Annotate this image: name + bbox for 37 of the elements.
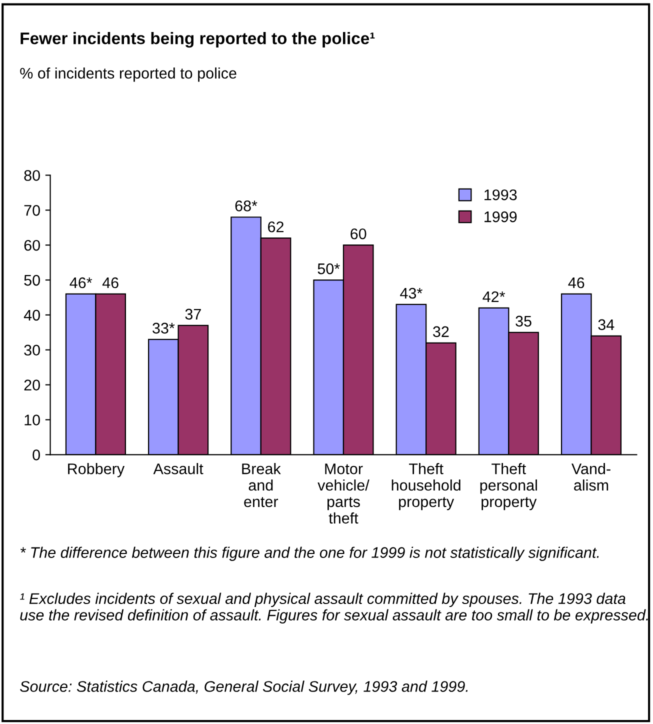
- data-label: 37: [185, 308, 201, 320]
- x-tick-label: Theft personal property: [480, 463, 537, 510]
- chart-title: Fewer incidents being reported to the police¹: [20, 32, 375, 48]
- y-tick-label: 80: [24, 170, 40, 181]
- data-label: 46: [568, 277, 584, 288]
- y-tick-label: 10: [24, 414, 40, 426]
- data-label: 46: [102, 277, 118, 288]
- data-label: 68*: [235, 200, 258, 212]
- data-label: 43*: [400, 288, 422, 299]
- x-tick-label: Theft household property: [392, 463, 460, 510]
- y-tick-label: 0: [32, 450, 40, 460]
- data-label: 60: [350, 228, 366, 240]
- x-tick-label: Vand- alism: [572, 463, 610, 491]
- source-note: Source: Statistics Canada, General Social Survey, 1993 and 1999.: [20, 680, 468, 695]
- data-label: 34: [598, 319, 614, 330]
- x-tick-label: Break and enter: [242, 463, 281, 508]
- data-label: 50*: [318, 263, 340, 274]
- x-tick-label: Motor vehicle/ parts theft: [318, 464, 370, 524]
- y-tick-label: 60: [24, 240, 40, 251]
- y-tick-label: 40: [24, 310, 40, 321]
- y-tick-label: 70: [24, 205, 40, 216]
- text: * The difference between this figure and the one for 1999 is not statistically significant.: [20, 546, 599, 561]
- y-tick-label: 30: [24, 344, 40, 356]
- chart-subtitle: % of incidents reported to police: [20, 67, 236, 82]
- data-label: 33*: [152, 322, 175, 334]
- legend-label: 1993: [484, 189, 517, 200]
- legend-label: 1999: [484, 211, 517, 222]
- data-label: 32: [433, 326, 449, 338]
- text: ¹ Excludes incidents of sexual and physical assault committed by spouses. The 1993 data use the revised definition of assault. Figures for sexual assault are too small to be expressed.: [20, 592, 648, 624]
- x-tick-label: Robbery: [68, 463, 125, 478]
- y-tick-label: 50: [24, 274, 40, 286]
- data-label: 35: [516, 316, 532, 327]
- x-tick-label: Assault: [153, 463, 204, 474]
- data-label: 46*: [70, 277, 92, 288]
- y-tick-label: 20: [24, 380, 40, 390]
- data-label: 62: [268, 221, 284, 232]
- data-label: 42*: [482, 291, 506, 302]
